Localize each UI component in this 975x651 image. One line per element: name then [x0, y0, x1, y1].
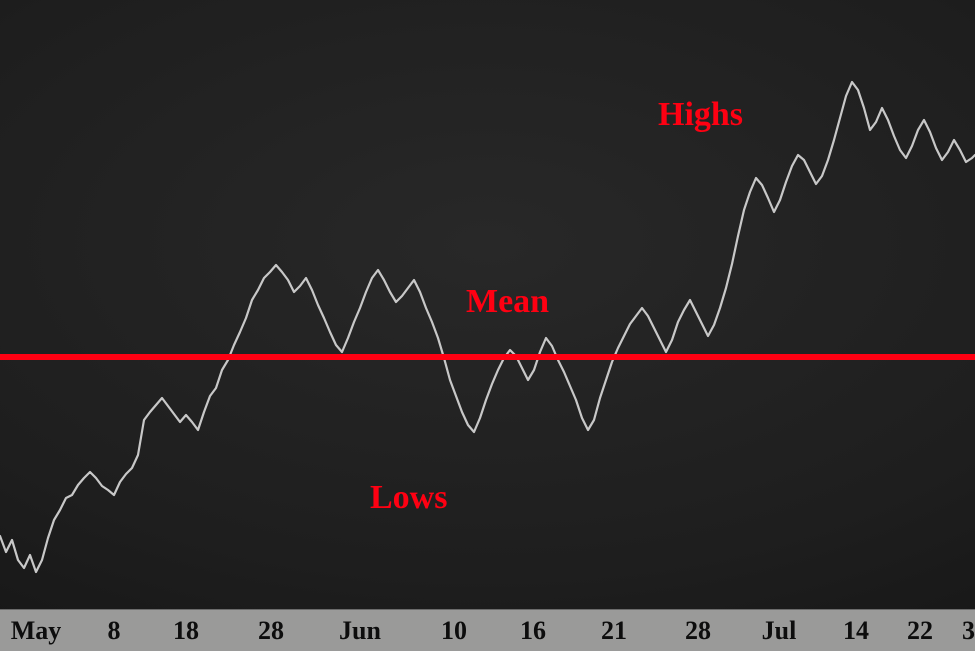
x-tick-label: Jul — [762, 616, 797, 646]
x-tick-label: 16 — [520, 616, 546, 646]
price-line — [0, 82, 975, 572]
x-tick-label: 28 — [685, 616, 711, 646]
plot-area: Highs Mean Lows — [0, 0, 975, 609]
x-tick-label: 31 — [962, 616, 975, 646]
x-tick-label: 10 — [441, 616, 467, 646]
x-tick-label: Jun — [339, 616, 381, 646]
x-tick-label: 18 — [173, 616, 199, 646]
annotation-mean: Mean — [466, 283, 549, 321]
x-tick-label: 8 — [108, 616, 121, 646]
x-tick-label: 14 — [843, 616, 869, 646]
x-axis: May 8 18 28 Jun 10 16 21 28 Jul 14 22 31 — [0, 609, 975, 651]
x-tick-label: 28 — [258, 616, 284, 646]
mean-line — [0, 354, 975, 360]
x-tick-label: 22 — [907, 616, 933, 646]
annotation-highs: Highs — [658, 96, 743, 134]
x-tick-label: 21 — [601, 616, 627, 646]
stock-chart: Highs Mean Lows May 8 18 28 Jun 10 16 21 28 Jul 14 22… — [0, 0, 975, 651]
annotation-lows: Lows — [370, 479, 447, 517]
x-tick-label: May — [11, 616, 62, 646]
